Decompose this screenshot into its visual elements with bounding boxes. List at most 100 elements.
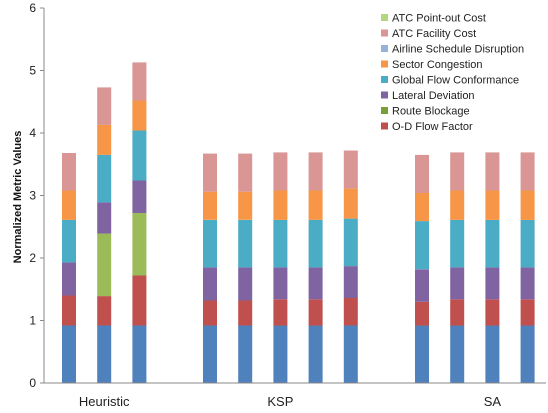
bar-segment xyxy=(450,299,464,325)
legend-item: ATC Facility Cost xyxy=(381,28,476,40)
bar-segment xyxy=(415,193,429,221)
bar-segment xyxy=(521,152,535,190)
y-axis-label: Normalized Metric Values xyxy=(12,131,24,264)
legend-swatch xyxy=(381,14,388,21)
bar-segment xyxy=(485,299,499,325)
legend-label: O-D Flow Factor xyxy=(392,121,473,133)
bar-segment xyxy=(132,213,146,276)
bar-segment xyxy=(238,220,252,268)
legend: ATC Point-out Cost ATC Facility Cost Airli… xyxy=(381,13,524,134)
legend-item: Sector Congestion xyxy=(381,59,483,71)
bar-segment xyxy=(415,326,429,384)
bar-segment xyxy=(485,220,499,268)
x-category-label: Heuristic xyxy=(79,394,130,409)
stacked-bar xyxy=(344,151,358,384)
bar-segment xyxy=(273,267,287,299)
bar-segment xyxy=(203,326,217,384)
stacked-bar xyxy=(97,87,111,383)
bar-segment xyxy=(309,299,323,325)
bar-segment xyxy=(203,220,217,268)
y-tick-label: 2 xyxy=(29,251,36,265)
legend-swatch xyxy=(381,76,388,83)
bar-segment xyxy=(344,219,358,267)
y-tick-label: 1 xyxy=(29,314,36,328)
bar-segment xyxy=(521,267,535,299)
bar-segment xyxy=(450,152,464,190)
bar-segment xyxy=(62,220,76,263)
bar-segment xyxy=(97,326,111,384)
bar-segment xyxy=(521,299,535,325)
legend-label: ATC Point-out Cost xyxy=(392,13,486,25)
stacked-bar xyxy=(203,154,217,383)
bar-segment xyxy=(415,155,429,193)
legend-swatch xyxy=(381,123,388,130)
x-category-label: KSP xyxy=(267,394,293,409)
legend-label: Global Flow Conformance xyxy=(392,75,519,87)
y-tick-label: 5 xyxy=(29,64,36,78)
bar-segment xyxy=(238,301,252,326)
bar-segment xyxy=(344,298,358,326)
bar-segment xyxy=(450,326,464,384)
x-category-label: SA xyxy=(484,394,502,409)
bar-segment xyxy=(344,189,358,219)
legend-swatch xyxy=(381,107,388,114)
legend-label: Sector Congestion xyxy=(392,59,483,71)
bar-segment xyxy=(203,267,217,300)
bar-segment xyxy=(97,125,111,155)
bar-segment xyxy=(273,326,287,384)
y-tick-label: 6 xyxy=(29,1,36,15)
bar-segment xyxy=(309,152,323,190)
bar-segment xyxy=(132,101,146,131)
legend-item: Airline Schedule Disruption xyxy=(381,44,524,56)
bar-segment xyxy=(132,181,146,214)
bar-segment xyxy=(521,220,535,268)
bar-segment xyxy=(309,191,323,220)
bar-segment xyxy=(97,155,111,203)
bar-segment xyxy=(415,302,429,326)
bar-segment xyxy=(132,276,146,326)
bar-segment xyxy=(415,269,429,302)
bar-segment xyxy=(273,152,287,190)
bar-segment xyxy=(521,326,535,384)
bar-segment xyxy=(521,191,535,220)
stacked-bar xyxy=(132,62,146,383)
legend-item: Route Blockage xyxy=(381,106,470,118)
bar-segment xyxy=(97,87,111,125)
bar-segment xyxy=(273,220,287,268)
bar-segment xyxy=(132,326,146,384)
bar-segment xyxy=(309,326,323,384)
bar-segment xyxy=(62,296,76,326)
bar-segment xyxy=(485,191,499,220)
legend-label: ATC Facility Cost xyxy=(392,28,476,40)
stacked-bar xyxy=(415,155,429,383)
legend-swatch xyxy=(381,61,388,68)
bar-segment xyxy=(344,326,358,384)
legend-item: ATC Point-out Cost xyxy=(381,13,486,25)
bar-segment xyxy=(62,326,76,384)
bar-segment xyxy=(273,299,287,325)
bar-segment xyxy=(238,154,252,192)
bar-segment xyxy=(344,266,358,298)
legend-swatch xyxy=(381,45,388,52)
bar-segment xyxy=(62,191,76,220)
legend-swatch xyxy=(381,30,388,37)
bar-segment xyxy=(450,220,464,268)
bar-segment xyxy=(203,154,217,192)
bar-segment xyxy=(62,153,76,191)
bar-segment xyxy=(62,262,76,295)
y-tick-label: 4 xyxy=(29,126,36,140)
bar-segment xyxy=(238,192,252,220)
bar-segment xyxy=(132,62,146,100)
bar-segment xyxy=(203,301,217,326)
bar-segment xyxy=(238,326,252,384)
bar-segment xyxy=(415,221,429,269)
bar-segment xyxy=(97,234,111,297)
bars-layer xyxy=(62,62,548,383)
y-tick-label: 0 xyxy=(29,376,36,390)
legend-item: O-D Flow Factor xyxy=(381,121,473,133)
y-tick-label: 3 xyxy=(29,189,36,203)
bar-segment xyxy=(273,191,287,220)
stacked-bar xyxy=(273,152,287,383)
bar-segment xyxy=(132,131,146,181)
